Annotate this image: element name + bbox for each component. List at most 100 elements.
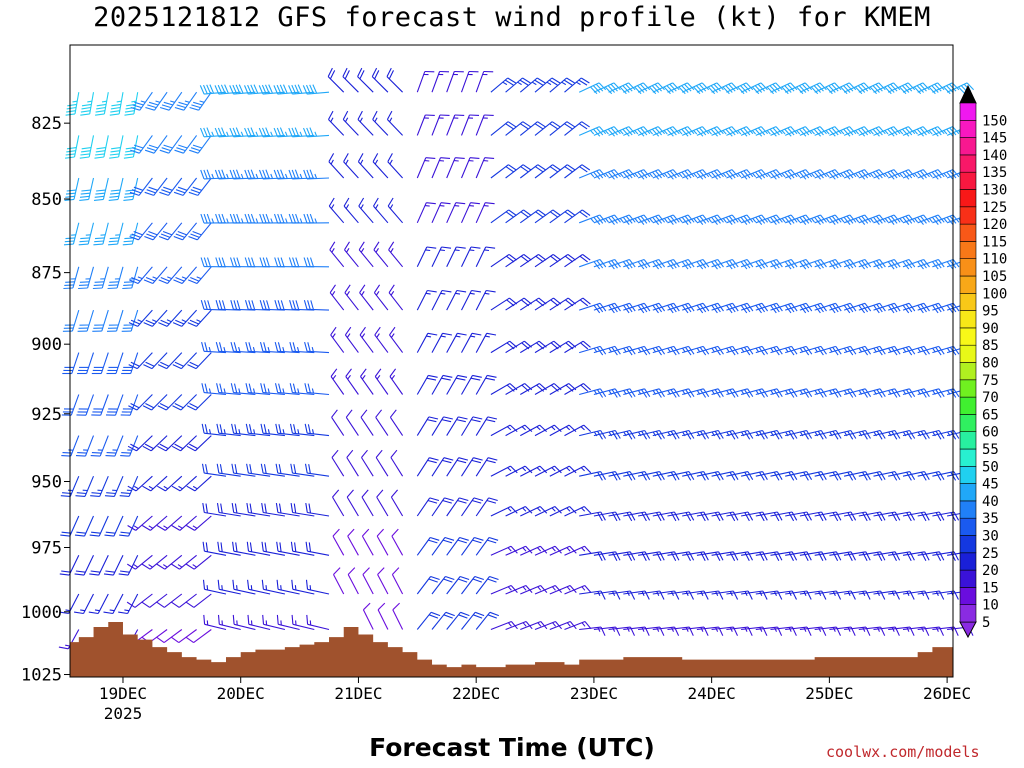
barb-feather [890,170,898,179]
barb-half-feather [167,276,172,280]
barb-feather [459,497,469,502]
barb-shaft [218,432,241,437]
wind-barb [460,202,480,224]
barb-shaft [902,590,925,595]
barb-shaft [461,416,474,436]
barb-feather [703,388,710,398]
barb-half-feather [309,585,312,591]
barb-feather [127,485,137,492]
barb-feather [953,471,960,480]
barb-feather [554,545,562,554]
wind-barb [157,394,183,411]
wind-barb [416,332,438,353]
barb-feather [567,253,576,261]
barb-feather [831,170,839,179]
wind-barb [74,515,95,537]
barb-feather [902,216,910,225]
barb-half-feather [729,627,733,632]
barb-feather [173,279,183,285]
barb-feather [773,389,780,398]
barb-feather [329,284,336,294]
wind-barb [305,541,330,556]
barb-shaft [579,258,601,268]
barb-feather [209,84,215,94]
barb-shaft [389,416,404,436]
barb-shaft [667,551,690,556]
barb-feather [850,551,856,561]
wind-barb [814,429,842,440]
wind-barb [109,135,124,159]
barb-feather [740,128,748,137]
barb-feather [455,377,466,381]
barb-feather [391,528,399,537]
barb-feather [305,503,308,513]
wind-barb [520,506,548,517]
barb-half-feather [507,507,512,512]
barb-shaft [932,302,954,311]
barb-feather [357,153,364,162]
barb-feather [920,512,927,522]
wind-barb [490,340,518,354]
wind-barb [375,409,389,436]
barb-feather [66,110,76,113]
barb-shaft [593,126,615,136]
barb-shaft [490,620,512,631]
barb-feather [769,128,777,137]
barb-half-feather [170,100,175,103]
barb-half-feather [361,291,365,296]
wind-barb [129,266,153,285]
barb-shaft [388,249,404,268]
barb-half-feather [576,81,581,86]
wind-barb [446,611,470,630]
barb-feather [274,300,279,310]
barb-shaft [204,432,227,437]
barb-shaft [218,350,241,354]
barb-shaft [726,82,747,93]
barb-half-feather [199,100,205,103]
barb-feather [162,230,173,236]
barb-feather [61,455,71,457]
barb-shaft [431,457,445,477]
barb-feather [537,209,547,216]
wind-barb [416,114,435,136]
barb-feather [246,463,249,474]
wind-barb [342,110,359,136]
barb-feather [205,503,208,514]
wind-barb [103,593,124,615]
barb-half-feather [536,467,541,472]
barb-feather [953,511,960,521]
barb-half-feather [722,130,727,135]
barb-feather [843,85,851,93]
barb-feather [456,246,466,249]
wind-barb [386,67,403,93]
wind-barb [232,579,256,595]
barb-shaft [446,246,457,268]
barb-feather [185,601,195,608]
barb-feather [133,230,143,236]
barb-shaft [377,574,389,595]
colorbar-label: 30 [982,529,999,545]
credit-link[interactable]: coolwx.com/models [826,743,980,761]
wind-barb [276,579,300,595]
wind-barb [593,471,621,481]
barb-shaft [579,388,601,396]
barb-feather [803,552,809,561]
x-tick-label: 20DEC [217,684,265,703]
barb-feather [607,85,616,93]
barb-feather [535,211,544,218]
barb-feather [234,503,238,514]
barb-shaft [873,258,895,268]
barb-feather [773,512,780,522]
barb-feather [828,171,836,180]
wind-barb [377,567,389,595]
barb-feather [761,214,769,223]
wind-barb [91,394,109,416]
barb-half-feather [155,100,161,103]
barb-shaft [740,345,763,354]
barb-feather [935,389,942,398]
barb-feather [857,128,866,137]
wind-barb [490,253,517,268]
barb-shaft [460,71,470,93]
barb-shaft [858,429,881,437]
barb-shaft [164,554,183,570]
